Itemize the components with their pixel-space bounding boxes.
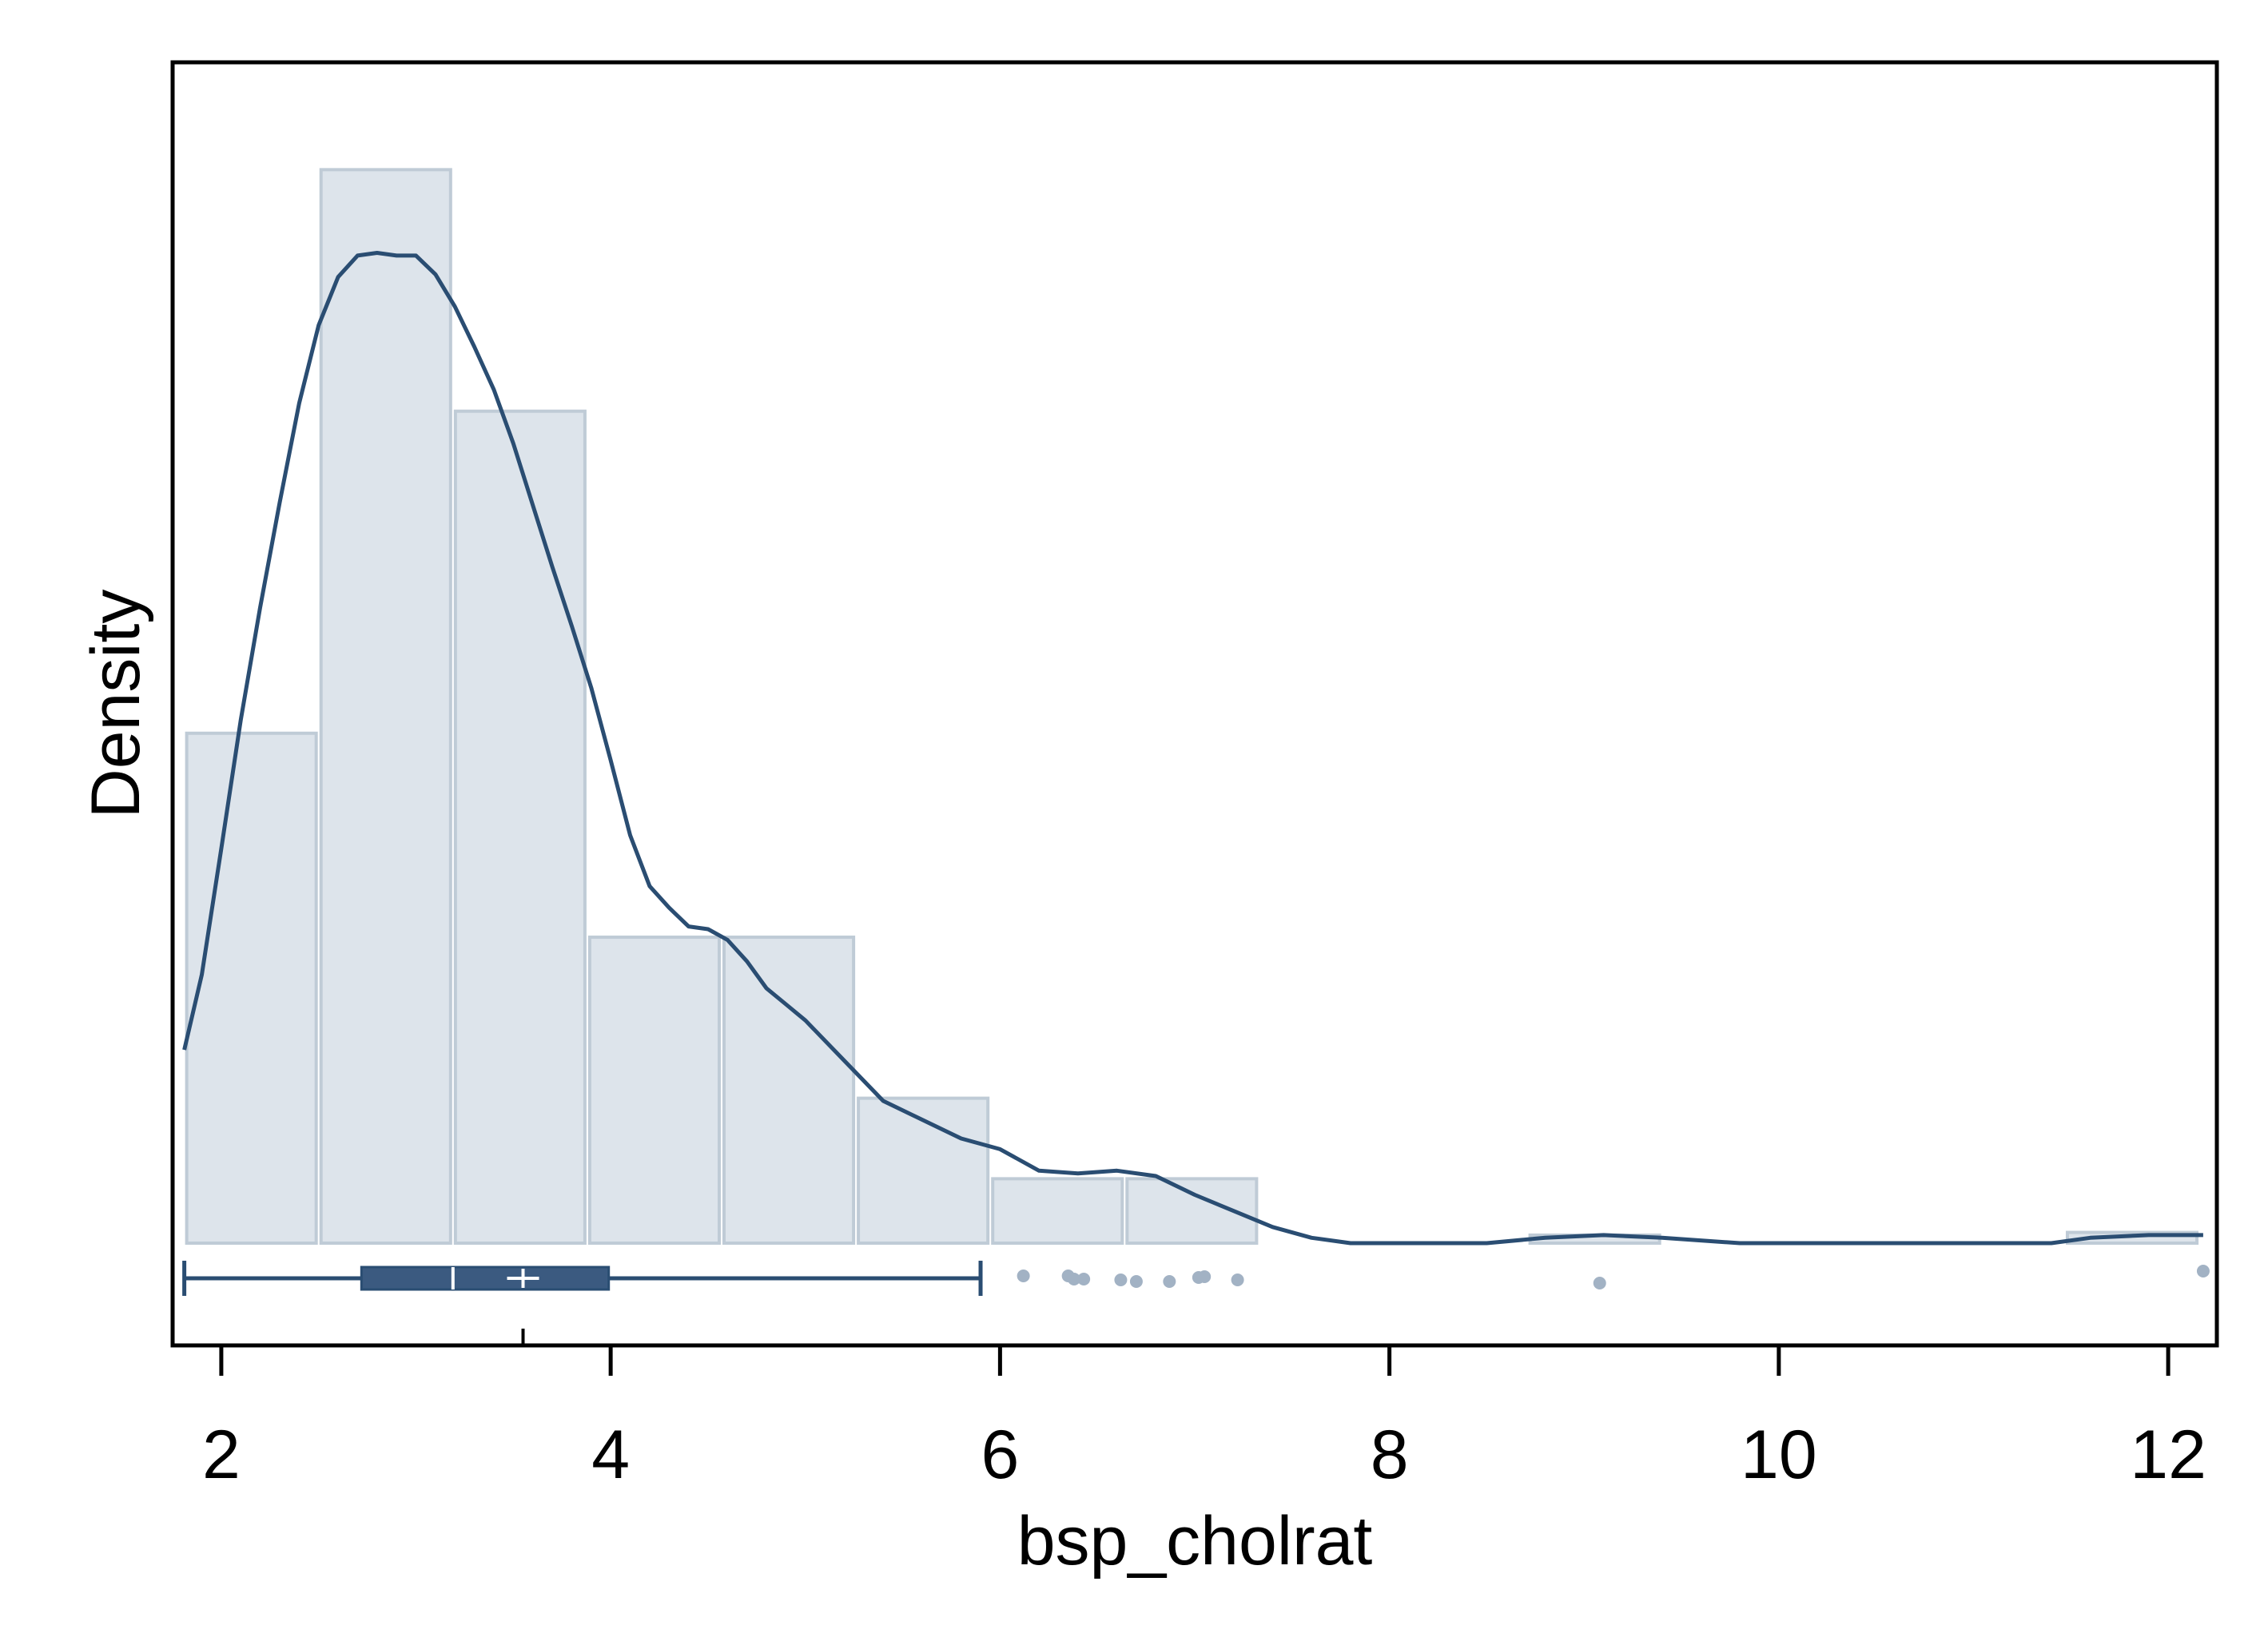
boxplot-box xyxy=(360,1266,611,1291)
boxplot-outlier-2 xyxy=(1067,1273,1080,1285)
boxplot-outlier-5 xyxy=(1129,1275,1143,1288)
x-tick-label-1: 4 xyxy=(591,1417,630,1493)
x-axis-label: bsp_cholrat xyxy=(1017,1503,1373,1579)
y-axis-label: Density xyxy=(78,590,154,819)
plot-frame xyxy=(170,60,2219,1348)
boxplot-outlier-9 xyxy=(1231,1274,1244,1286)
histogram-bar-2 xyxy=(453,409,587,1246)
x-tick-label-0: 2 xyxy=(202,1417,241,1493)
boxplot-outlier-4 xyxy=(1114,1274,1128,1286)
density-curve xyxy=(182,251,2203,1246)
x-axis: 2 4 6 8 10 12 xyxy=(202,1345,2206,1493)
histogram-bar-4 xyxy=(722,936,856,1245)
histogram-bar-0 xyxy=(185,731,318,1245)
x-tick-label-3: 8 xyxy=(1371,1417,1409,1493)
boxplot-outlier-0 xyxy=(1017,1270,1030,1282)
boxplot-outlier-8 xyxy=(1198,1270,1212,1283)
histogram-bar-5 xyxy=(857,1096,990,1246)
x-tick-label-4: 10 xyxy=(1741,1417,1817,1493)
histogram-bar-1 xyxy=(319,168,452,1245)
boxplot-outlier-3 xyxy=(1077,1273,1091,1285)
x-tick-label-2: 6 xyxy=(981,1417,1019,1493)
histogram-bar-3 xyxy=(587,936,722,1245)
boxplot-outlier-11 xyxy=(2196,1265,2210,1277)
x-tick-label-5: 12 xyxy=(2130,1417,2206,1493)
boxplot-outlier-10 xyxy=(1593,1277,1606,1289)
histogram-bar-6 xyxy=(991,1177,1124,1246)
boxplot-group xyxy=(182,1261,2210,1345)
density-curve-group xyxy=(182,251,2203,1246)
boxplot-outlier-6 xyxy=(1163,1275,1176,1288)
histogram-bars xyxy=(185,168,2199,1246)
